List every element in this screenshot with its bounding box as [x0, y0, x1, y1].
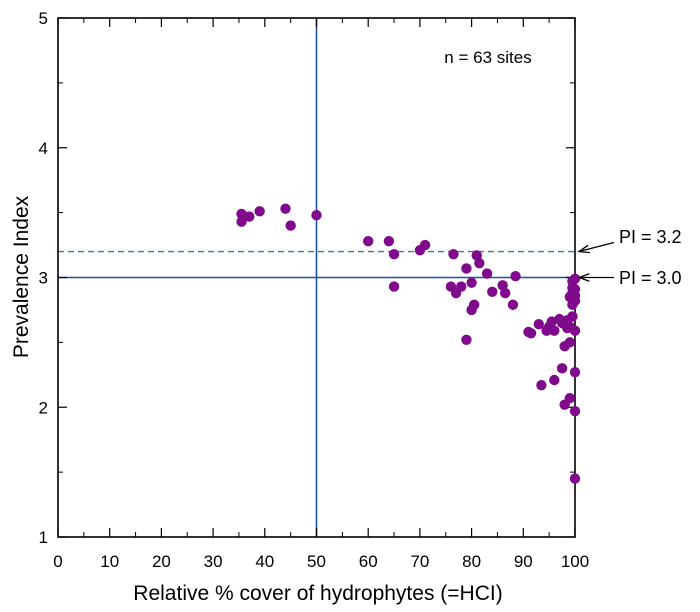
x-tick-label: 20	[152, 552, 171, 571]
data-point	[285, 220, 296, 231]
reference-lines	[58, 18, 575, 537]
x-axis-title: Relative % cover of hydrophytes (=HCI)	[133, 582, 502, 605]
y-tick-label: 5	[39, 9, 48, 28]
data-point	[507, 299, 519, 310]
y-tick-label: 2	[39, 398, 48, 417]
y-tick-label: 1	[39, 528, 48, 547]
data-point	[448, 248, 459, 260]
data-point	[236, 216, 247, 227]
data-point	[500, 287, 511, 299]
data-point	[280, 203, 291, 214]
data-points	[236, 203, 581, 484]
data-point	[388, 248, 400, 260]
data-point	[461, 334, 472, 345]
data-point	[461, 263, 472, 274]
data-point	[567, 311, 578, 322]
data-point	[510, 271, 521, 282]
pi-3-2-arrow	[577, 241, 615, 254]
data-point	[564, 337, 576, 348]
sample-size-annotation: n = 63 sites	[444, 48, 531, 67]
y-axis-title: Prevalence Index	[10, 195, 33, 358]
data-point	[481, 268, 493, 279]
x-tick-label: 90	[514, 552, 533, 571]
data-point	[311, 210, 322, 221]
data-point	[569, 367, 581, 378]
data-point	[474, 258, 485, 269]
x-tick-label: 0	[53, 552, 62, 571]
pi-label-arrows	[577, 241, 615, 282]
data-point	[533, 319, 545, 330]
x-tick-label: 80	[462, 552, 481, 571]
y-tick-label: 4	[39, 139, 48, 158]
x-tick-label: 70	[410, 552, 429, 571]
data-point	[536, 379, 547, 391]
data-point	[525, 328, 537, 339]
data-point	[244, 211, 255, 222]
pi-3-0-label: PI = 3.0	[619, 268, 682, 288]
data-point	[549, 374, 560, 386]
data-point	[549, 325, 560, 336]
data-point	[569, 325, 581, 336]
data-point	[419, 239, 431, 251]
data-point	[383, 235, 395, 247]
x-tick-label: 30	[204, 552, 223, 571]
data-point	[564, 392, 576, 404]
data-point	[388, 281, 400, 292]
data-point	[569, 273, 581, 284]
data-point	[487, 286, 498, 297]
pi-3-2-label: PI = 3.2	[619, 227, 682, 247]
data-point	[569, 405, 581, 417]
x-tick-label: 50	[307, 552, 326, 571]
data-point	[456, 281, 467, 292]
data-point	[468, 299, 480, 310]
data-point	[556, 363, 568, 374]
y-tick-label: 3	[39, 269, 48, 288]
x-tick-label: 60	[359, 552, 378, 571]
axis-ticks: 0 10 20 30 40 50 60 70 80 90 100 1 2 3 4 5	[39, 9, 590, 571]
pi-3-0-arrow	[577, 273, 614, 282]
x-tick-label: 40	[255, 552, 274, 571]
data-point	[569, 295, 581, 307]
data-point	[254, 206, 265, 217]
data-point	[569, 473, 581, 484]
x-tick-label: 10	[100, 552, 119, 571]
data-point	[466, 277, 477, 288]
data-point	[363, 235, 374, 247]
x-tick-label: 100	[561, 552, 589, 571]
